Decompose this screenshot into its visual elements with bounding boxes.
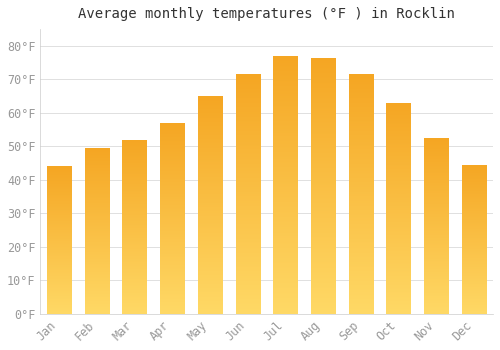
Title: Average monthly temperatures (°F ) in Rocklin: Average monthly temperatures (°F ) in Ro… [78, 7, 455, 21]
